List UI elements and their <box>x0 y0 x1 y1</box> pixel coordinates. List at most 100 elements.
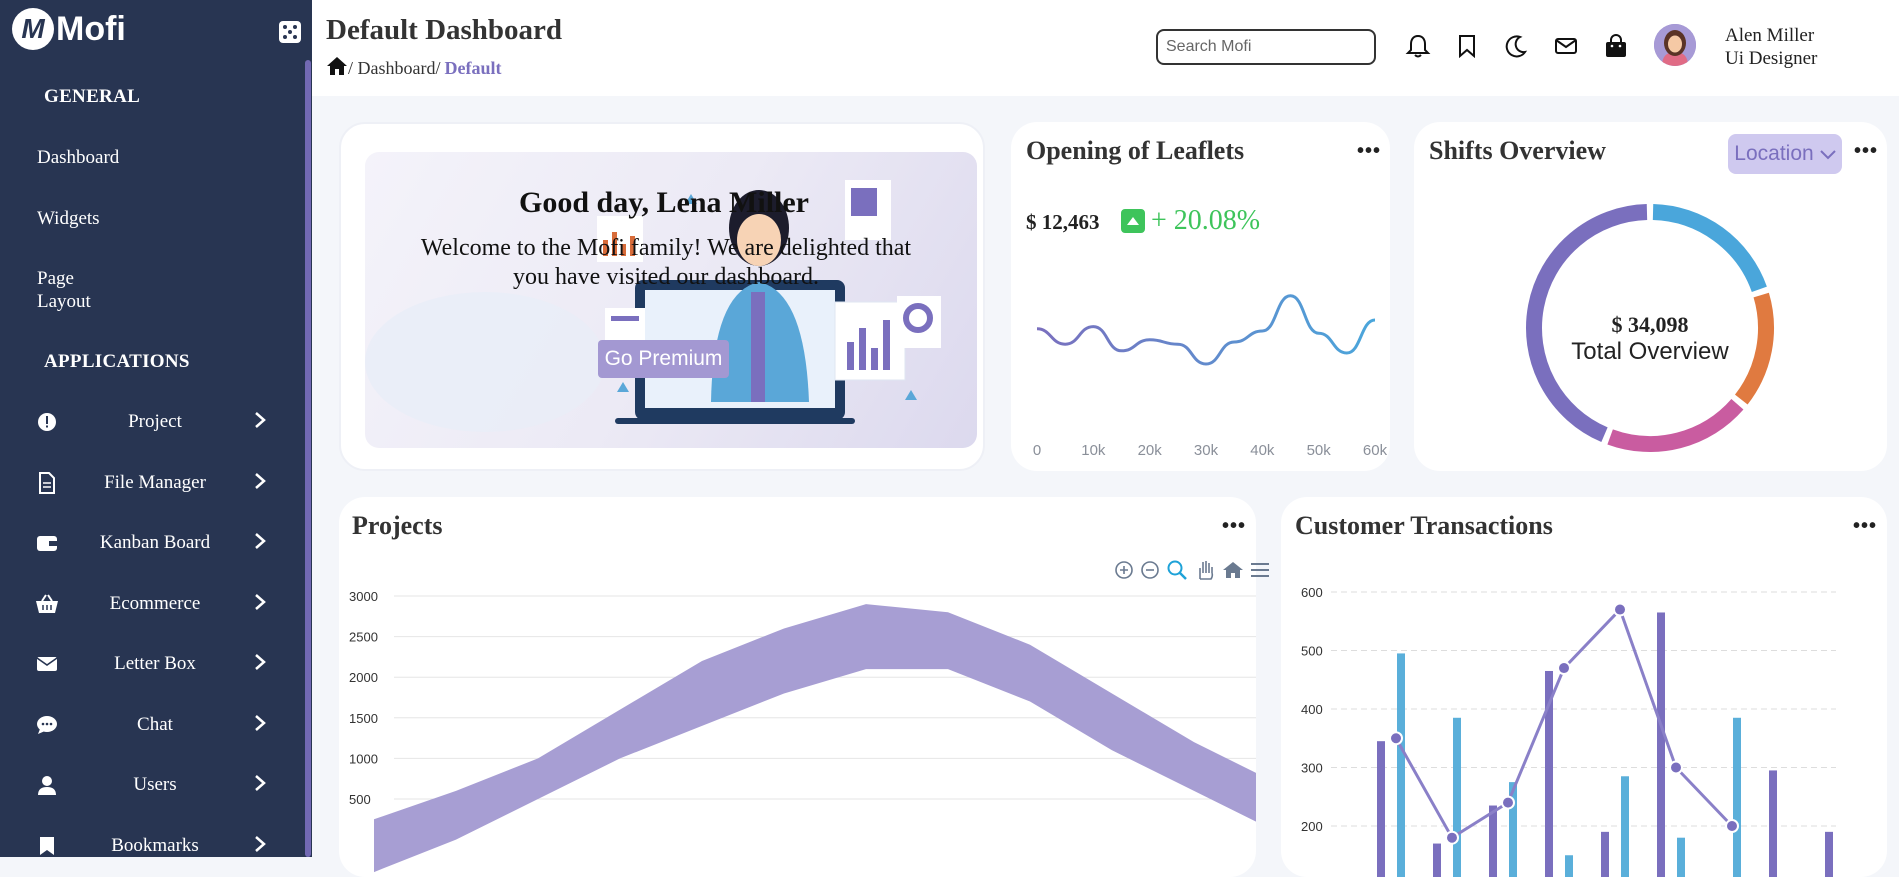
moon-icon[interactable] <box>1502 32 1530 60</box>
bar-blue <box>1621 776 1629 877</box>
welcome-illustration-bg <box>365 152 977 448</box>
sidebar-item-bookmarks[interactable]: Bookmarks <box>0 826 300 866</box>
welcome-title: Good day, Lena Miller <box>518 186 809 219</box>
line-point <box>1725 819 1739 833</box>
shifts-overview-card: Shifts Overview Location ••• $ 34,098 To… <box>1414 122 1887 471</box>
chevron-right-icon <box>253 411 267 434</box>
line-point <box>1445 830 1459 845</box>
more-options-button[interactable]: ••• <box>1853 515 1878 537</box>
chevron-right-icon <box>253 593 267 616</box>
sidebar-item-project[interactable]: Project <box>0 402 300 442</box>
file-icon <box>35 471 59 495</box>
selection-zoom-icon[interactable] <box>1166 559 1188 586</box>
sidebar-item-chat[interactable]: Chat <box>0 705 300 745</box>
sidebar-item-label: Layout <box>37 291 91 312</box>
bar-purple <box>1657 612 1665 877</box>
grid-menu-icon[interactable] <box>279 21 301 43</box>
sidebar-item-label: Ecommerce <box>109 593 201 614</box>
sidebar-item-label: Users <box>133 774 177 795</box>
y-tick-label: 300 <box>1301 761 1323 776</box>
leaflets-series-line <box>1036 294 1376 366</box>
sidebar-item-label: Bookmarks <box>111 835 199 856</box>
bar-purple <box>1545 670 1553 877</box>
bar-blue <box>1677 837 1685 877</box>
zoom-in-icon[interactable] <box>1114 560 1134 585</box>
x-tick-label: 40k <box>1250 442 1275 459</box>
sidebar-scrollbar[interactable] <box>305 60 311 857</box>
leaflets-amount: $ 12,463 <box>1026 210 1100 234</box>
projects-range-area <box>374 604 1256 873</box>
breadcrumb: / Dashboard/ Default <box>326 56 501 81</box>
reset-home-icon[interactable] <box>1222 560 1244 585</box>
chevron-right-icon <box>253 653 267 676</box>
avatar[interactable] <box>1654 24 1696 66</box>
sidebar-item-ecommerce[interactable]: Ecommerce <box>0 584 300 624</box>
chevron-right-icon <box>253 835 267 858</box>
y-tick-label: 500 <box>349 792 371 807</box>
go-premium-button[interactable]: Go Premium <box>598 340 729 378</box>
sidebar-item-page-layout[interactable]: Page Layout <box>37 267 91 313</box>
shifts-donut-chart <box>1526 204 1774 452</box>
sidebar-item-kanban-board[interactable]: Kanban Board <box>0 523 300 563</box>
line-point <box>1613 602 1627 617</box>
chart-menu-icon[interactable] <box>1250 562 1270 583</box>
more-options-button[interactable]: ••• <box>1854 140 1879 162</box>
zoom-out-icon[interactable] <box>1140 560 1160 585</box>
breadcrumb-current: Default <box>444 58 502 78</box>
pan-hand-icon[interactable] <box>1194 559 1216 586</box>
breadcrumb-dashboard[interactable]: / Dashboard/ <box>348 58 441 78</box>
page-title: Default Dashboard <box>326 14 563 46</box>
card-title: Customer Transactions <box>1295 511 1553 540</box>
more-options-button[interactable]: ••• <box>1222 515 1247 537</box>
leaflets-change-value: + 20.08% <box>1151 205 1261 236</box>
location-dropdown[interactable]: Location <box>1728 134 1842 174</box>
card-title: Opening of Leaflets <box>1026 136 1245 165</box>
arrow-up-icon <box>1121 209 1145 233</box>
chart-toolbar <box>1114 559 1270 586</box>
search-input[interactable] <box>1156 29 1376 65</box>
user-info[interactable]: Alen Miller Ui Designer <box>1725 24 1817 70</box>
chat-icon <box>35 713 59 737</box>
bar-blue <box>1453 717 1461 877</box>
sidebar-item-users[interactable]: Users <box>0 765 300 805</box>
sidebar-item-letter-box[interactable]: Letter Box <box>0 644 300 684</box>
projects-area-chart: 3000 2500 2000 1500 1000 500 <box>349 589 1256 873</box>
bar-blue <box>1509 782 1517 877</box>
y-tick-label: 2500 <box>349 630 378 645</box>
y-tick-label: 400 <box>1301 702 1323 717</box>
y-tick-label: 500 <box>1301 644 1323 659</box>
line-point <box>1669 760 1683 775</box>
bar-blue <box>1397 653 1405 877</box>
chevron-right-icon <box>253 774 267 797</box>
shopping-bag-icon[interactable] <box>1602 32 1630 60</box>
welcome-card: Good day, Lena Miller Welcome to the Mof… <box>339 122 985 471</box>
bar-blue <box>1565 855 1573 877</box>
sidebar-item-file-manager[interactable]: File Manager <box>0 463 300 503</box>
user-name: Alen Miller <box>1725 25 1815 46</box>
x-tick-label: 0 <box>1033 442 1041 459</box>
bell-icon[interactable] <box>1404 32 1432 60</box>
leaflets-change: + 20.08% <box>1121 205 1260 237</box>
donut-center-label: Total Overview <box>1571 338 1729 365</box>
sidebar-item-dashboard[interactable]: Dashboard <box>37 147 120 168</box>
wallet-icon <box>35 531 59 555</box>
bookmark-icon[interactable] <box>1453 32 1481 60</box>
sidebar-item-label: Letter Box <box>114 653 196 674</box>
user-icon <box>35 773 59 797</box>
home-icon[interactable] <box>326 56 348 81</box>
line-point <box>1389 731 1403 746</box>
bar-purple <box>1377 741 1385 877</box>
bar-purple <box>1433 843 1441 877</box>
logo[interactable]: M Mofi <box>12 8 126 50</box>
bar-blue <box>1733 717 1741 877</box>
bar-purple <box>1601 831 1609 877</box>
donut-center-value: $ 34,098 <box>1611 312 1689 337</box>
mail-icon[interactable] <box>1552 32 1580 60</box>
customer-transactions-card: Customer Transactions ••• 600 500 400 300 20… <box>1281 497 1887 877</box>
x-tick-label: 50k <box>1307 442 1332 459</box>
sidebar-item-widgets[interactable]: Widgets <box>37 208 100 229</box>
logo-text: Mofi <box>56 9 126 48</box>
user-role: Ui Designer <box>1725 48 1818 69</box>
more-options-button[interactable]: ••• <box>1357 140 1382 162</box>
donut-slice <box>1607 398 1744 452</box>
